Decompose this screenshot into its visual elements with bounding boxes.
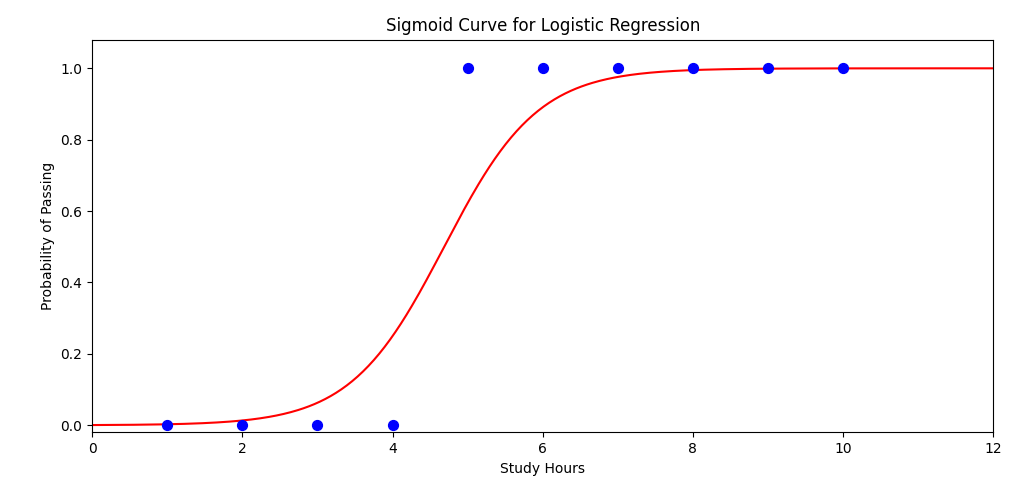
Point xyxy=(234,421,251,429)
Y-axis label: Probability of Passing: Probability of Passing xyxy=(41,162,55,310)
Point xyxy=(159,421,175,429)
Point xyxy=(384,421,400,429)
Title: Sigmoid Curve for Logistic Regression: Sigmoid Curve for Logistic Regression xyxy=(385,17,700,35)
Point xyxy=(685,64,701,72)
Point xyxy=(835,64,851,72)
Point xyxy=(460,64,476,72)
Point xyxy=(609,64,626,72)
X-axis label: Study Hours: Study Hours xyxy=(500,462,586,476)
Point xyxy=(309,421,326,429)
Point xyxy=(535,64,551,72)
Point xyxy=(760,64,776,72)
